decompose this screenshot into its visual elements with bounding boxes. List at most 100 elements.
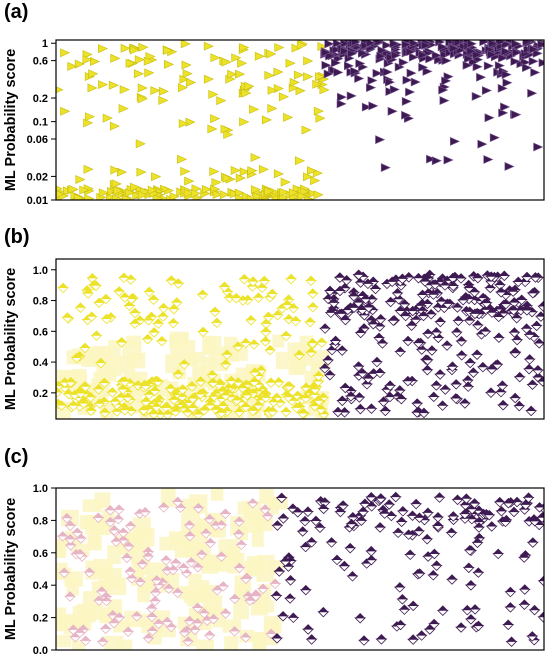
marker-bottom	[248, 343, 261, 350]
data-point-class1	[502, 497, 515, 509]
data-point-class0	[136, 558, 149, 570]
marker-bottom	[161, 621, 174, 628]
marker-top	[123, 541, 134, 547]
marker-bottom	[204, 404, 217, 411]
data-point-class0	[301, 125, 312, 135]
data-point-class1	[472, 62, 483, 72]
data-point-class1	[305, 536, 318, 548]
marker-bottom	[384, 301, 397, 308]
marker-bottom	[160, 407, 173, 414]
marker-bottom	[201, 619, 214, 626]
data-point-class0	[250, 153, 261, 162]
marker-top	[459, 398, 470, 404]
data-point-class0	[57, 282, 70, 294]
data-point-class0	[115, 337, 128, 348]
data-point-class0	[231, 53, 242, 63]
marker-top	[267, 406, 278, 412]
data-point-class0	[288, 188, 299, 198]
marker-bottom	[177, 567, 190, 574]
y-ticks-c: 0.00.20.40.60.81.0	[33, 483, 56, 657]
data-point-class1	[354, 403, 367, 415]
data-point-class1	[434, 55, 445, 65]
marker-top	[319, 363, 330, 369]
marker-top	[324, 369, 335, 375]
marker-top	[156, 335, 167, 341]
data-point-class1	[499, 516, 512, 528]
marker-top	[436, 296, 447, 302]
data-point-class0	[100, 313, 113, 325]
marker-top	[405, 549, 416, 555]
marker-bottom	[283, 385, 296, 392]
marker-bottom	[213, 384, 226, 391]
data-point-class0	[167, 317, 180, 329]
data-point-class0	[128, 318, 141, 329]
data-point-class0	[124, 566, 137, 577]
marker-top	[78, 624, 89, 630]
marker-bottom	[284, 597, 297, 604]
marker-bottom	[181, 411, 194, 418]
marker-bottom	[339, 387, 352, 394]
data-point-class0	[129, 45, 140, 55]
data-point-class1	[336, 99, 347, 109]
marker-top	[378, 396, 389, 402]
marker-top	[441, 340, 452, 346]
marker-top	[147, 625, 158, 631]
data-point-class0	[274, 43, 285, 52]
data-point-class1	[318, 363, 331, 374]
marker-bottom	[365, 559, 378, 566]
data-point-class1	[494, 279, 507, 291]
marker-top	[125, 520, 136, 526]
data-point-class1	[471, 91, 482, 101]
marker-bottom	[357, 511, 370, 517]
data-point-class0	[117, 272, 130, 284]
data-point-class0	[149, 595, 162, 607]
marker-bottom	[526, 635, 539, 642]
marker-bottom	[111, 410, 123, 417]
marker-top	[109, 525, 120, 531]
data-point-class0	[249, 104, 260, 114]
marker-top	[75, 302, 86, 308]
marker-top	[125, 566, 136, 572]
marker-top	[169, 394, 180, 400]
marker-bottom	[427, 396, 440, 403]
marker-bottom	[462, 567, 475, 574]
data-point-class0	[138, 42, 149, 52]
data-point-class0	[266, 288, 279, 300]
marker-bottom	[305, 638, 318, 645]
marker-bottom	[492, 553, 505, 560]
data-point-class0	[137, 404, 150, 416]
data-point-class0	[68, 184, 79, 194]
marker-bottom	[273, 570, 286, 577]
data-point-class0	[177, 562, 190, 574]
data-point-class1	[496, 380, 509, 391]
data-point-class0	[296, 408, 309, 419]
data-point-class1	[494, 61, 505, 71]
marker-bottom	[130, 615, 143, 622]
marker-bottom	[296, 412, 309, 419]
data-point-class0	[262, 311, 275, 323]
marker-top	[187, 393, 198, 399]
data-point-class0	[257, 583, 270, 595]
marker-top	[68, 624, 79, 630]
marker-top	[394, 385, 405, 391]
data-point-class0	[295, 86, 306, 96]
marker-top	[458, 294, 469, 300]
marker-bottom	[461, 609, 474, 616]
plot-frame-a	[55, 39, 545, 201]
data-point-class0	[155, 335, 168, 347]
data-point-class0	[246, 194, 257, 200]
marker-top	[280, 556, 291, 562]
marker-bottom	[56, 404, 68, 411]
marker-bottom	[134, 581, 147, 588]
data-point-class1	[445, 527, 458, 539]
marker-bottom	[346, 516, 359, 523]
data-point-class0	[211, 177, 222, 187]
marker-top	[143, 315, 154, 321]
marker-top	[242, 389, 253, 395]
marker-top	[179, 627, 190, 633]
marker-top	[330, 335, 341, 341]
data-point-class0	[142, 315, 155, 326]
marker-top	[161, 554, 172, 560]
marker-bottom	[312, 375, 325, 382]
data-point-class1	[510, 312, 523, 324]
